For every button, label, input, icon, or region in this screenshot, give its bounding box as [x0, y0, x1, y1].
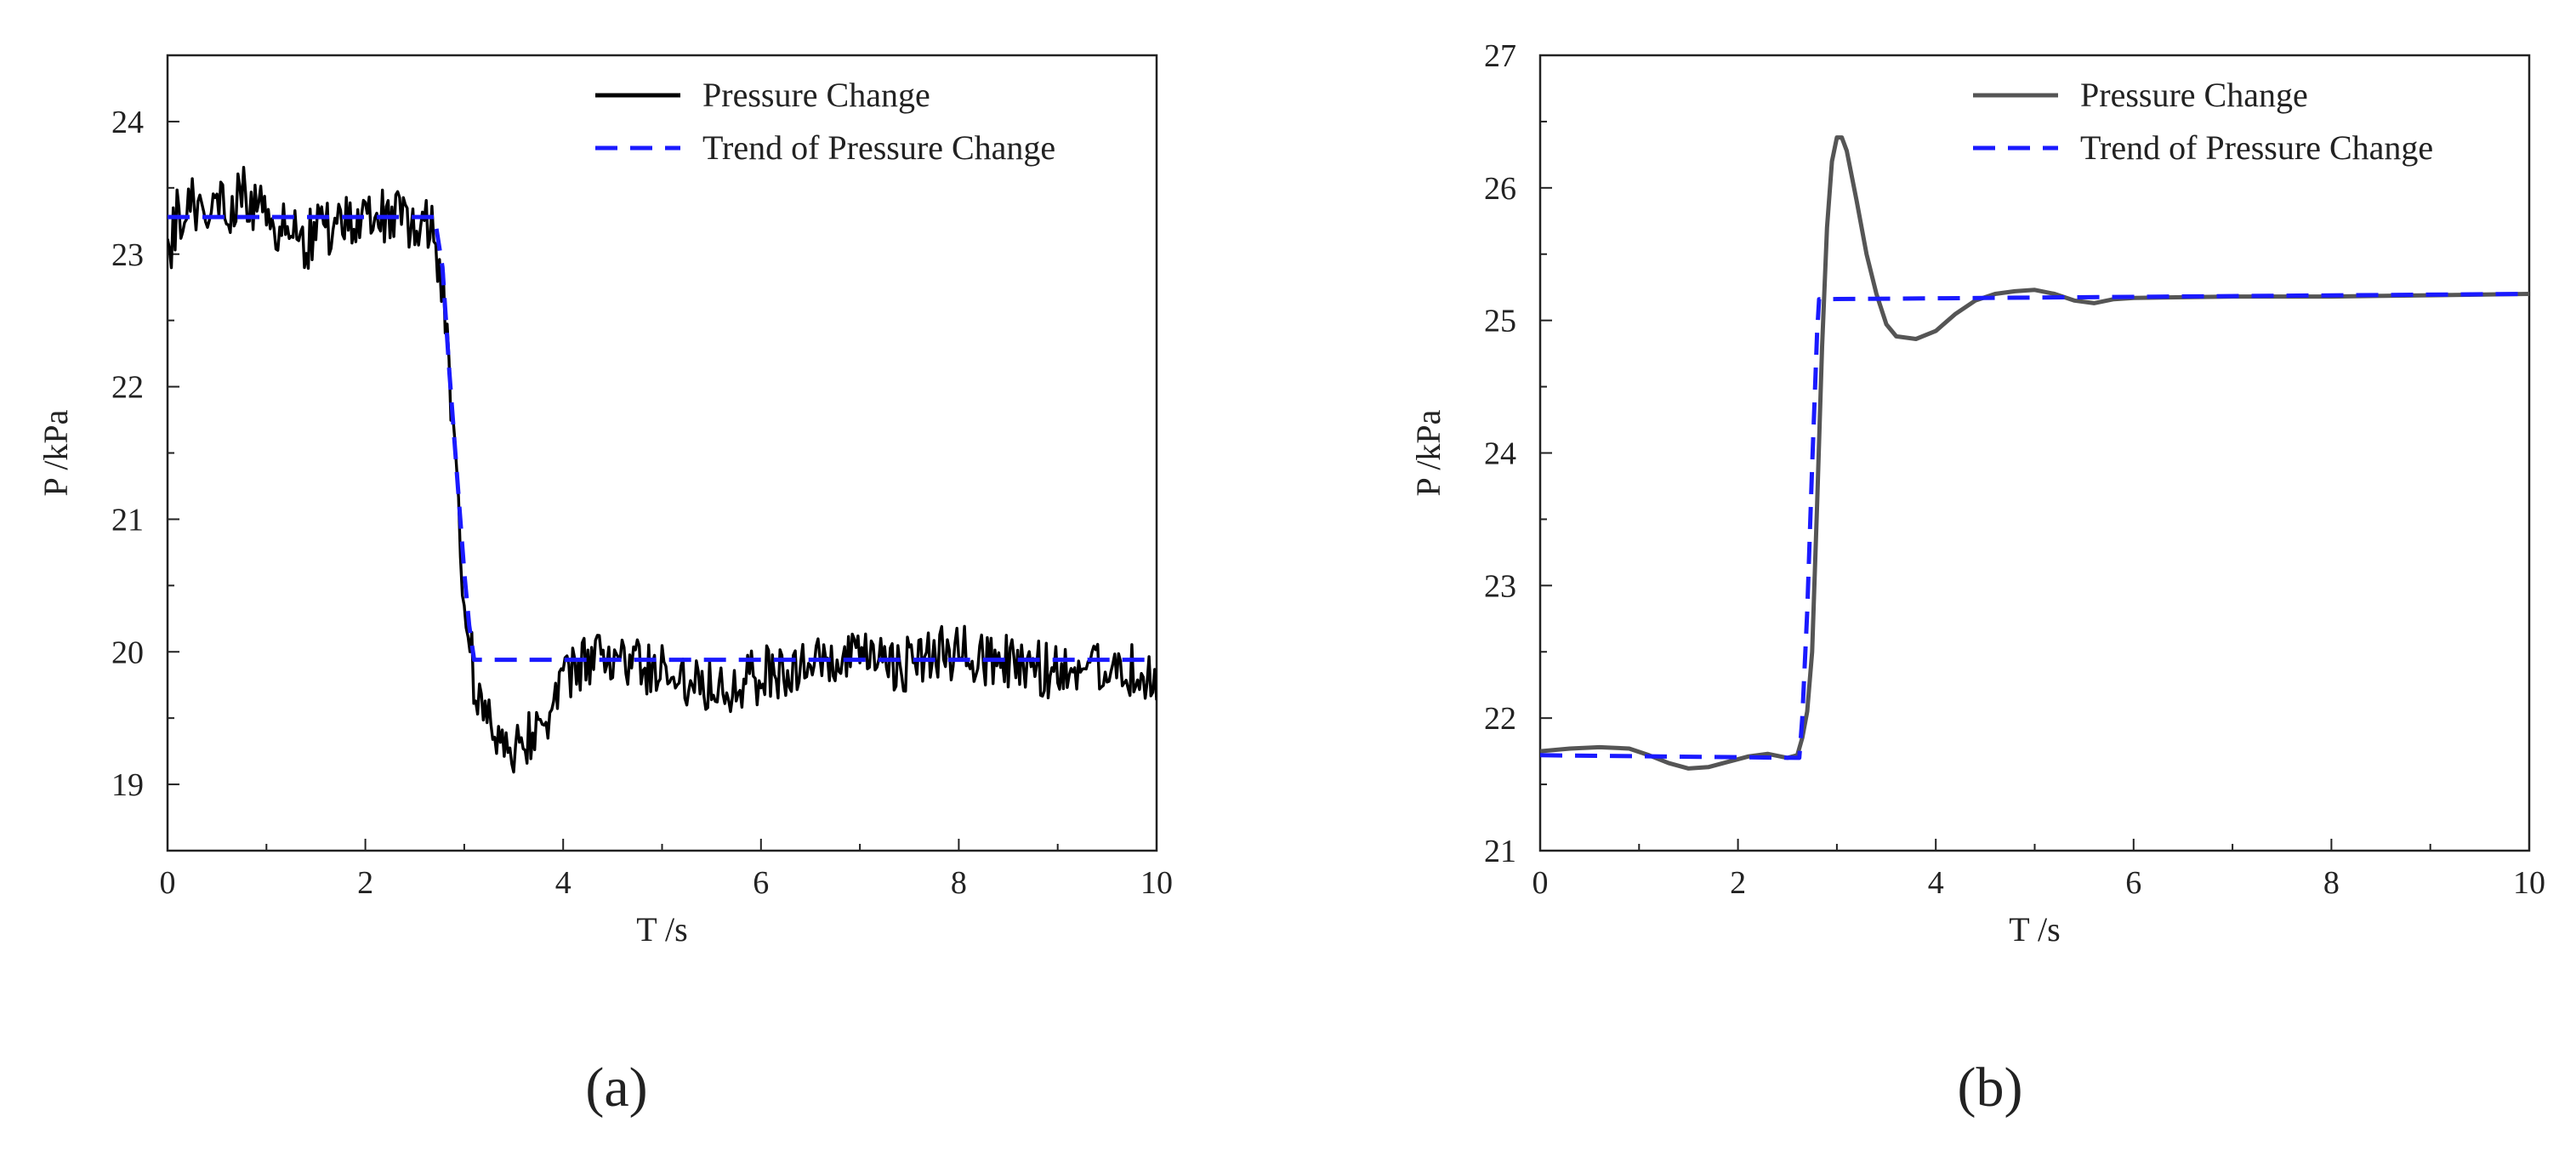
pressure-line: [168, 166, 1157, 774]
x-tick-label: 4: [1928, 865, 1944, 901]
x-tick-label: 2: [357, 865, 373, 901]
panel-label-b: (b): [1958, 1057, 2023, 1119]
y-tick-label: 24: [1484, 436, 1516, 472]
x-axis-title: T /s: [636, 910, 687, 948]
y-tick-label: 22: [111, 370, 144, 406]
x-tick-label: 10: [2513, 865, 2545, 901]
plot-frame: [1538, 54, 2531, 852]
plot-frame: [166, 54, 1158, 852]
legend-label: Pressure Change: [702, 76, 930, 114]
legend-label: Trend of Pressure Change: [702, 128, 1055, 167]
panel-label-a: (a): [585, 1057, 647, 1119]
y-axis-title: P /kPa: [37, 409, 75, 496]
y-tick-label: 23: [111, 237, 144, 273]
y-axis-title: P /kPa: [1409, 409, 1447, 496]
x-tick-label: 8: [2323, 865, 2340, 901]
legend-label: Pressure Change: [2080, 76, 2308, 114]
y-tick-label: 26: [1484, 171, 1516, 207]
y-tick-label: 21: [111, 502, 144, 538]
x-tick-label: 10: [1140, 865, 1173, 901]
x-tick-label: 6: [753, 865, 769, 901]
trend-line: [168, 214, 1157, 663]
y-tick-label: 22: [1484, 701, 1516, 737]
y-tick-label: 21: [1484, 834, 1516, 869]
x-tick-label: 8: [951, 865, 967, 901]
y-tick-label: 24: [111, 105, 144, 140]
x-tick-label: 0: [1533, 865, 1549, 901]
trend-line: [1540, 292, 2529, 760]
y-tick-label: 27: [1484, 38, 1516, 74]
legend-label: Trend of Pressure Change: [2080, 128, 2433, 167]
x-tick-label: 0: [160, 865, 176, 901]
y-tick-label: 23: [1484, 568, 1516, 604]
y-tick-label: 19: [111, 767, 144, 803]
pressure-line: [1540, 135, 2529, 771]
y-tick-label: 25: [1484, 304, 1516, 339]
x-axis-title: T /s: [2009, 910, 2060, 948]
x-tick-label: 4: [555, 865, 571, 901]
x-tick-label: 6: [2125, 865, 2141, 901]
x-tick-label: 2: [1730, 865, 1746, 901]
y-tick-label: 20: [111, 635, 144, 670]
